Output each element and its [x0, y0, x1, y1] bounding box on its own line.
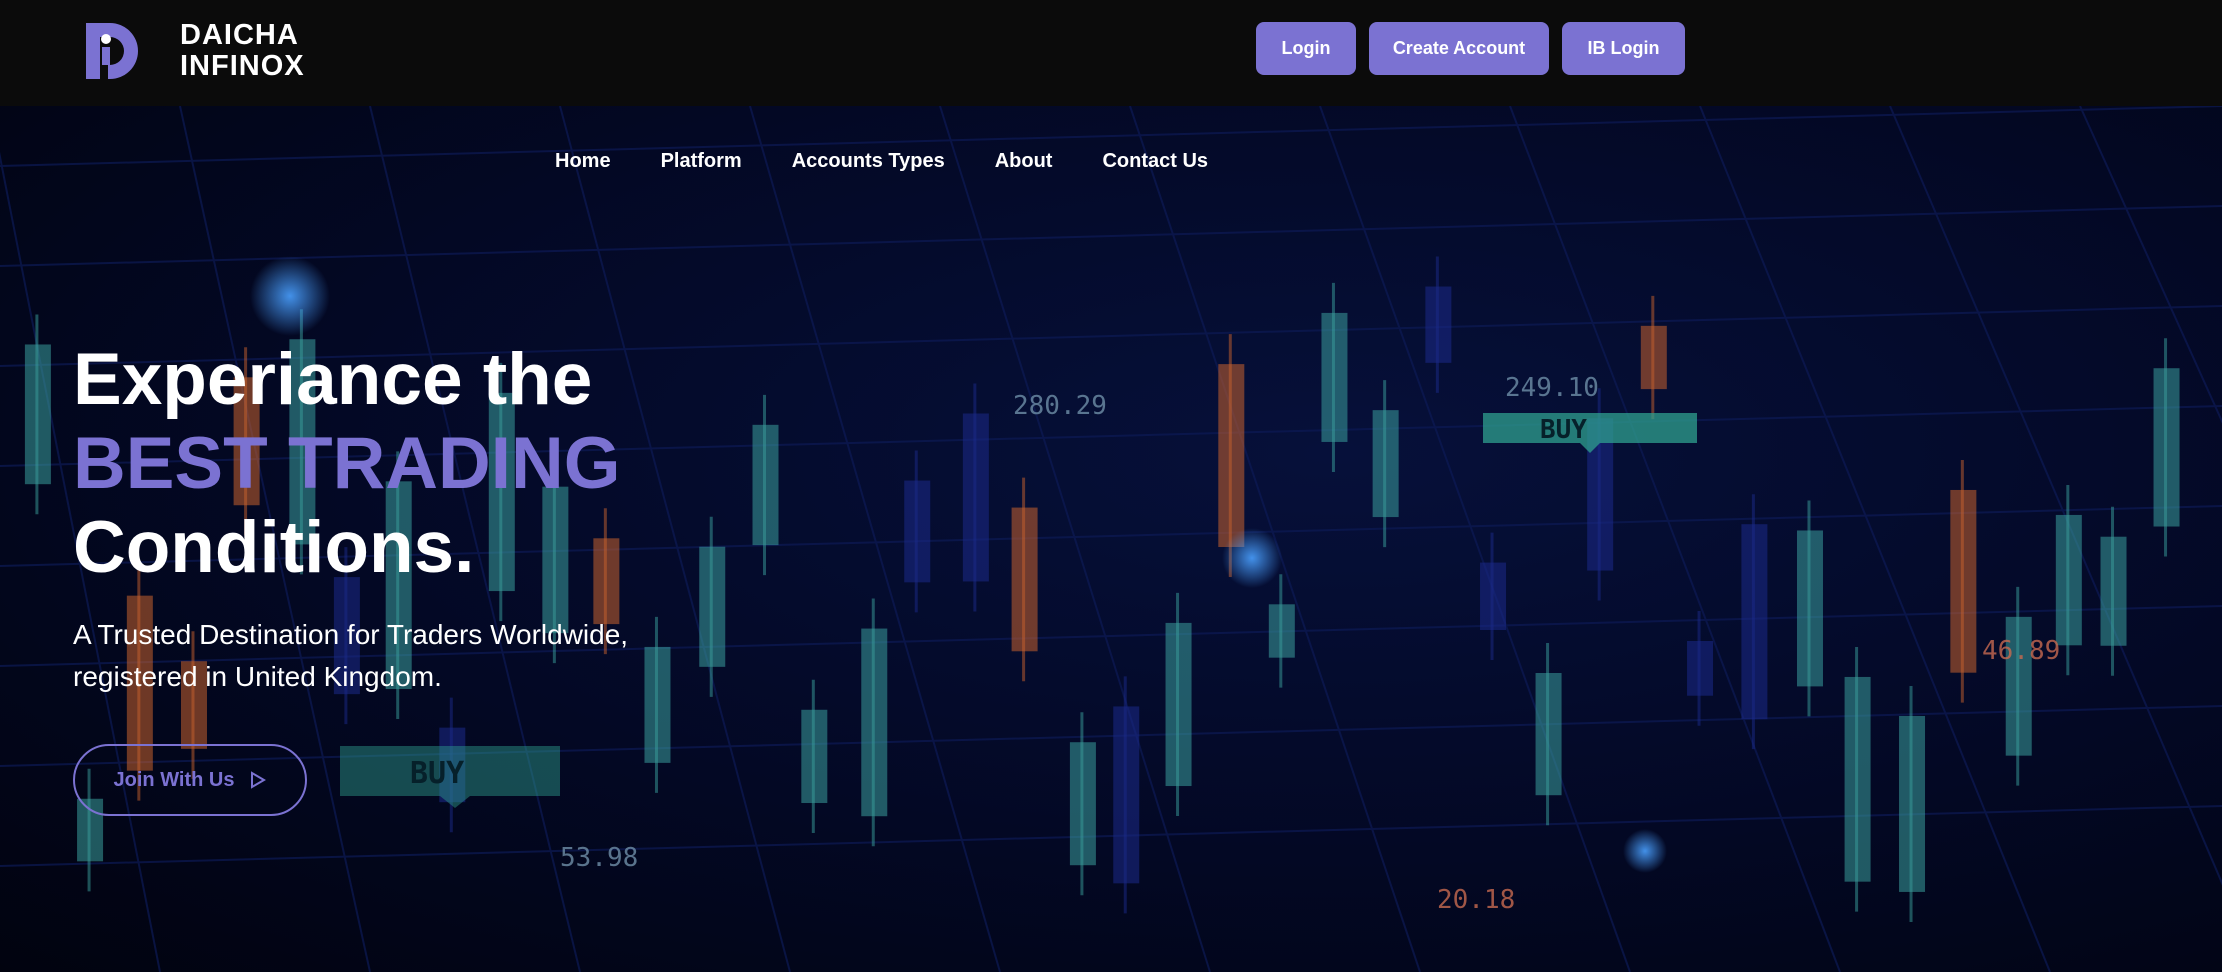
candle-body — [593, 538, 620, 625]
candle-body — [1950, 489, 1977, 673]
svg-text:BUY: BUY — [410, 756, 464, 791]
price-label: 280.29 — [1013, 391, 1107, 421]
candle-body — [752, 424, 779, 546]
candle-body — [180, 661, 207, 749]
main-nav: Home Platform Accounts Types About Conta… — [555, 150, 1208, 173]
create-account-button[interactable]: Create Account — [1369, 22, 1549, 75]
logo[interactable]: DAICHA INFINOX — [84, 20, 305, 82]
nav-home[interactable]: Home — [555, 150, 611, 172]
svg-text:BUY: BUY — [1540, 415, 1587, 445]
candle-body — [1687, 640, 1714, 696]
ib-login-button[interactable]: IB Login — [1562, 22, 1685, 75]
join-label: Join With Us — [113, 768, 235, 791]
candle-body — [289, 339, 316, 545]
candle-body — [861, 628, 888, 817]
brand-line1: DAICHA — [180, 19, 299, 51]
candle-body — [1321, 312, 1348, 442]
candle-body — [542, 486, 569, 634]
candle-body — [333, 577, 360, 695]
hero-title: Experiance the BEST TRADING Conditions. — [73, 338, 621, 590]
candle-body — [1372, 410, 1399, 518]
nav-about[interactable]: About — [994, 150, 1053, 172]
candle-body — [1165, 622, 1192, 787]
candle-body — [24, 344, 51, 485]
candle-body — [1425, 286, 1452, 363]
candle-body — [1844, 676, 1871, 882]
candle-body — [962, 413, 989, 582]
nav-platform[interactable]: Platform — [660, 150, 742, 172]
candle-body — [1741, 524, 1768, 720]
buy-tag: BUY — [340, 746, 560, 808]
price-label: 46.89 — [1982, 636, 2060, 666]
candle-body — [1268, 604, 1295, 658]
join-with-us-button[interactable]: Join With Us — [73, 744, 307, 816]
candle-body — [904, 480, 931, 583]
candle-body — [126, 595, 153, 771]
candle-body — [385, 481, 412, 690]
subtitle-line1: A Trusted Destination for Traders Worldw… — [73, 619, 629, 650]
candle-body — [2153, 368, 2180, 527]
candle-body — [1218, 364, 1245, 548]
candle-body — [1113, 706, 1140, 884]
candle-body — [2055, 514, 2082, 646]
candle-body — [1069, 742, 1096, 866]
candle-body — [488, 392, 515, 592]
candlestick-background-image: 280.29 249.10 53.98 46.89 20.18 BUY BUY — [0, 106, 2222, 972]
hero-title-line3: Conditions. — [73, 507, 475, 588]
candle-body — [644, 646, 671, 763]
candle-body — [439, 727, 466, 803]
candle-body — [801, 709, 828, 804]
hero-title-line1: Experiance the — [73, 339, 593, 420]
brand-line2: INFINOX — [180, 50, 305, 82]
candle-body — [1796, 530, 1823, 687]
candle-body — [1640, 325, 1667, 390]
nav-accounts-types[interactable]: Accounts Types — [791, 150, 945, 172]
candle-body — [2005, 616, 2032, 756]
login-button[interactable]: Login — [1256, 22, 1356, 75]
subtitle-line2: registered in United Kingdom. — [73, 661, 442, 692]
candle-body — [1899, 715, 1926, 892]
candle-body — [1480, 562, 1507, 631]
hero-section: 280.29 249.10 53.98 46.89 20.18 BUY BUY … — [0, 106, 2222, 972]
candle-body — [1011, 507, 1038, 652]
candle-body — [2100, 536, 2127, 646]
price-label: 53.98 — [560, 843, 638, 873]
candle-body — [699, 546, 726, 667]
candle-body — [1535, 672, 1562, 796]
play-triangle-icon — [251, 771, 267, 789]
top-header: DAICHA INFINOX Login Create Account IB L… — [0, 0, 2222, 106]
nav-contact-us[interactable]: Contact Us — [1102, 150, 1209, 172]
price-label: 20.18 — [1437, 885, 1515, 915]
buy-tag: BUY — [1483, 413, 1697, 453]
candle-body — [233, 377, 260, 506]
hero-title-accent: BEST TRADING — [73, 423, 621, 504]
hero-subtitle: A Trusted Destination for Traders Worldw… — [73, 614, 628, 698]
brand-name: DAICHA INFINOX — [180, 20, 305, 82]
price-label: 249.10 — [1505, 373, 1599, 403]
logo-mark-icon — [86, 23, 138, 79]
